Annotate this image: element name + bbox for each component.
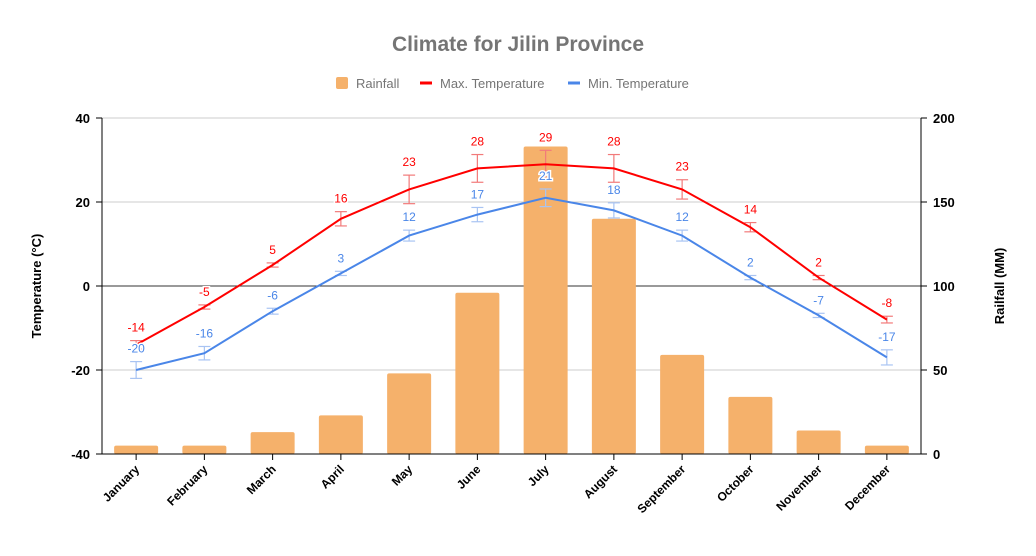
y-left-tick-label: 20 (76, 195, 90, 210)
y-right-tick-label: 0 (933, 447, 940, 462)
data-label: 17 (471, 187, 485, 201)
y-right-tick-label: 150 (933, 195, 955, 210)
rainfall-bars (114, 146, 909, 454)
data-label: -5 (199, 285, 210, 299)
y-left-tick-label: -40 (71, 447, 90, 462)
rainfall-bar (455, 292, 500, 454)
rainfall-bar (182, 445, 227, 454)
x-tick-label: February (164, 462, 210, 508)
y-left-tick-label: 0 (83, 279, 90, 294)
y-right-tick-label: 100 (933, 279, 955, 294)
data-label: 28 (607, 135, 621, 149)
data-label: -7 (813, 293, 824, 307)
x-tick-label: August (581, 462, 620, 501)
y-right-label: Railfall (MM) (992, 248, 1007, 325)
legend: Rainfall Max. Temperature Min. Temperature (336, 76, 689, 91)
data-label: 23 (675, 160, 689, 174)
rainfall-bar (796, 430, 841, 454)
x-tick-label: September (634, 462, 688, 516)
data-label: -17 (878, 330, 896, 344)
data-label: -14 (127, 321, 145, 335)
data-label: -20 (127, 342, 145, 356)
rainfall-bar (250, 432, 295, 454)
x-tick-label: June (454, 462, 484, 492)
rainfall-bar (318, 415, 363, 454)
data-label: 23 (402, 155, 416, 169)
data-label: 2 (747, 256, 754, 270)
data-label: 5 (269, 243, 276, 257)
temperature-lines: -14 -5 5 16 23 28 29 28 23 14 2 -8 -20 -16 -6 3 12 17 21 18… (126, 129, 897, 379)
rainfall-bar (387, 373, 432, 454)
data-label: 12 (402, 210, 416, 224)
rainfall-bar (591, 218, 636, 454)
rainfall-bar (114, 445, 159, 454)
data-label: -6 (267, 288, 278, 302)
data-label: 28 (471, 135, 485, 149)
chart-title: Climate for Jilin Province (392, 33, 644, 56)
x-tick-label: November (773, 462, 825, 514)
y-left-tick-label: -20 (71, 363, 90, 378)
series-line (135, 196, 888, 371)
legend-swatch-rainfall (336, 77, 348, 89)
x-tick-label: July (525, 462, 552, 489)
rainfall-bar (660, 354, 705, 454)
data-label: 14 (744, 203, 758, 217)
y-left-tick-label: 40 (76, 111, 90, 126)
data-label: 3 (338, 251, 345, 265)
data-label: 18 (607, 183, 621, 197)
y-right-tick-label: 50 (933, 363, 947, 378)
legend-label: Min. Temperature (588, 76, 689, 91)
x-tick-label: May (389, 462, 416, 489)
gridlines (102, 117, 921, 455)
x-tick-label: October (714, 462, 757, 505)
legend-label: Max. Temperature (440, 76, 545, 91)
data-label: 12 (675, 210, 689, 224)
data-label: 21 (539, 169, 553, 183)
rainfall-bar (523, 146, 568, 454)
x-tick-label: March (244, 462, 279, 497)
data-label: -8 (882, 296, 893, 310)
x-tick-label: January (100, 462, 143, 505)
legend-label: Rainfall (356, 76, 399, 91)
data-label: 2 (815, 256, 822, 270)
rainfall-bar (864, 445, 909, 454)
data-label: 16 (334, 192, 348, 206)
rainfall-bar (728, 396, 773, 454)
x-tick-label: December (842, 462, 893, 513)
x-tick-label: April (318, 462, 347, 491)
y-right-tick-label: 200 (933, 111, 955, 126)
series-line (135, 163, 888, 346)
min-temperature-series: -20 -16 -6 3 12 17 21 18 12 2 -7 -17 (126, 167, 897, 379)
data-label: -16 (196, 326, 214, 340)
data-label: 29 (539, 130, 553, 144)
y-left-label: Temperature (°C) (29, 234, 44, 339)
